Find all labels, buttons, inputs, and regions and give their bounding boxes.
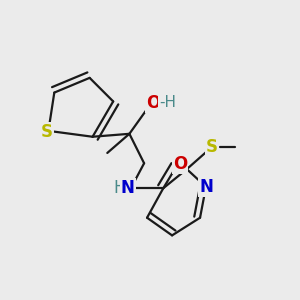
Text: -H: -H [159,94,176,110]
Text: N: N [199,178,213,196]
Text: S: S [41,123,53,141]
Text: O: O [146,94,160,112]
Text: S: S [206,138,218,156]
Text: O: O [173,155,187,173]
Text: H: H [113,179,126,197]
Text: N: N [121,179,135,197]
